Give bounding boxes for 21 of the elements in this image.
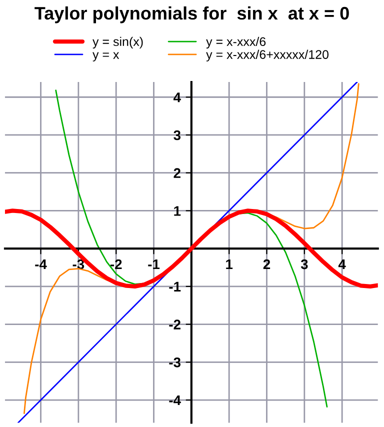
chart-title: Taylor polynomials for sin x at x = 0 <box>34 6 349 24</box>
x-tick-label: -3 <box>72 259 84 270</box>
y-tick-label: -2 <box>169 320 180 330</box>
x-tick-label: 2 <box>263 259 270 270</box>
x-tick-label: -1 <box>148 260 160 270</box>
x-tick-label: -2 <box>110 259 122 270</box>
y-tick-label: 3 <box>174 130 181 140</box>
x-tick-label: -4 <box>35 260 47 270</box>
y-tick-label: 2 <box>174 168 180 178</box>
y-tick-label: -1 <box>169 282 181 292</box>
y-tick-label: -3 <box>169 357 181 368</box>
legend-label: y = x <box>92 52 120 62</box>
legend-label: y = sin(x) <box>92 36 143 49</box>
x-tick-label: 3 <box>300 259 308 270</box>
legend-label: y = x-xxx/6 <box>206 36 266 49</box>
x-tick-label: 4 <box>338 260 346 270</box>
x-tick-label: 1 <box>226 260 233 270</box>
legend-label: y = x-xxx/6+xxxxx/120 <box>206 50 329 62</box>
y-tick-label: -4 <box>169 395 181 406</box>
y-tick-label: 4 <box>173 92 181 102</box>
y-tick-label: 1 <box>174 206 181 216</box>
